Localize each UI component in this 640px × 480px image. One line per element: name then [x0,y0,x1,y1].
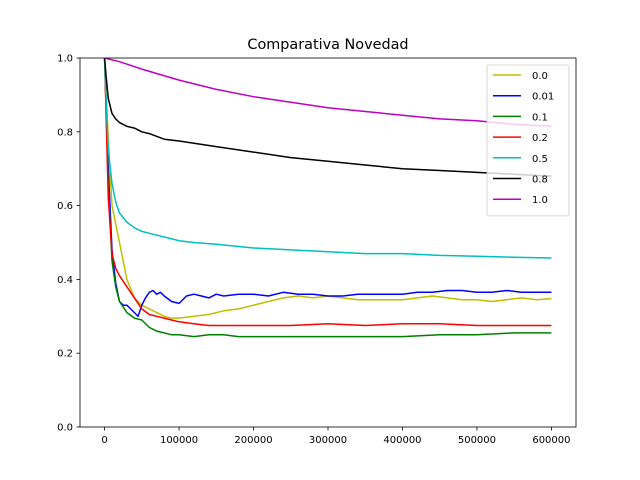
series-line-1 [103,58,552,318]
series-line-2 [103,58,552,338]
legend-label: 0.8 [532,175,548,186]
x-tick-label: 300000 [309,435,347,446]
axes-layer: 0 100000 200000 300000 400000 500000 600000 0.0… [57,54,577,446]
legend-label: 0.01 [532,92,554,103]
legend-label: 0.5 [532,154,548,165]
y-tick-label: 1.0 [57,54,73,65]
y-tick-label: 0.0 [57,423,73,434]
series-line-5 [103,58,552,177]
x-tick-label: 500000 [458,435,496,446]
y-tick-label: 0.6 [57,201,73,212]
legend-label: 0.2 [532,133,548,144]
x-tick-label: 0 [101,435,107,446]
series-line-4 [103,58,552,259]
y-tick-label: 0.8 [57,127,73,138]
legend-box [486,64,570,217]
legend: 0.0 0.01 0.1 0.2 0.5 0.8 1.0 [486,64,570,217]
series-layer [103,58,552,338]
x-tick-label: 100000 [160,435,198,446]
y-tick-label: 0.4 [57,275,73,286]
series-line-6 [104,58,552,128]
chart-title: Comparativa Novedad [247,37,408,53]
x-tick-label: 600000 [532,435,570,446]
legend-label: 0.1 [532,112,548,123]
series-line-3 [103,58,552,327]
x-tick-label: 200000 [234,435,272,446]
x-tick-label: 400000 [383,435,421,446]
y-tick-label: 0.2 [57,349,73,360]
legend-label: 1.0 [532,195,548,206]
legend-label: 0.0 [532,71,548,82]
